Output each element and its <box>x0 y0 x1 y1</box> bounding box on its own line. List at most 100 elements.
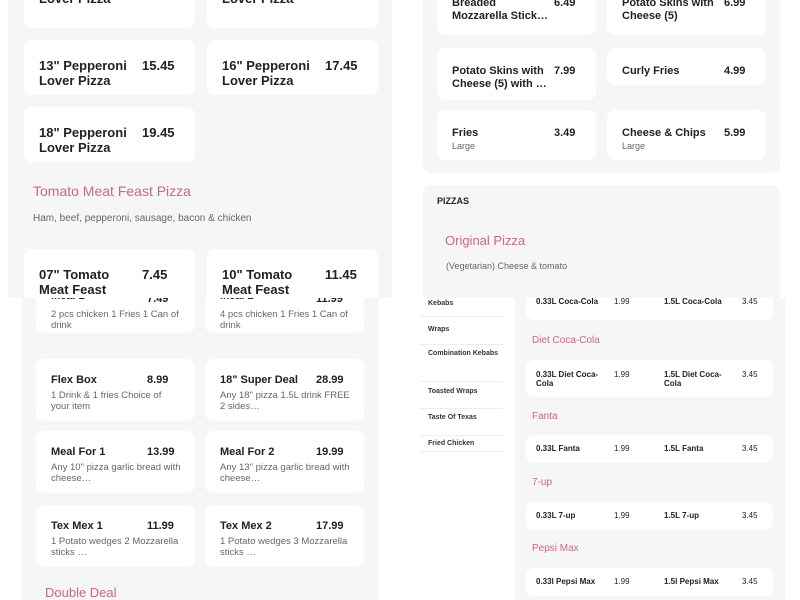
item-description: Large <box>622 141 646 151</box>
menu-item-card[interactable]: Tex Mex 1 11.99 1 Potato wedges 2 Mozzarel… <box>36 505 195 567</box>
pizza-menu-screenshot-1: Tomato Meat Feast Pizza Ham, beef, peppe… <box>0 0 400 298</box>
menu-item-card[interactable]: 1.5L Diet Coca-Cola 3.45 <box>654 360 773 397</box>
item-price: 7.49 <box>147 298 169 305</box>
menu-item-card[interactable]: Potato Skins with Cheese (5) 6.99 <box>607 0 766 35</box>
menu-item-card[interactable]: 1.5l Pepsi Max 3.45 <box>654 568 773 596</box>
item-price: 1.99 <box>614 511 630 520</box>
drink-section-title: 7-up <box>532 477 553 488</box>
sidebar-category-item[interactable]: Toasted Wraps <box>420 382 503 409</box>
sidebar-category-item[interactable]: Fried Chicken <box>420 434 503 452</box>
item-price: 6.99 <box>724 0 746 9</box>
menu-item-card[interactable]: 16" Pepperoni Lover Pizza 17.45 <box>207 40 378 95</box>
item-description: 2 pcs chicken 1 Fries 1 Can of drink <box>51 309 179 332</box>
item-name: 16" Pepperoni Lover Pizza <box>222 58 310 89</box>
menu-item-card[interactable]: 07" Tomato Meat Feast Pizza 7.45 <box>24 249 195 298</box>
menu-item-card[interactable]: Meal 2 11.99 4 pcs chicken 1 Fries 1 Can o… <box>205 298 364 333</box>
sidebar-category-item[interactable]: Wraps <box>420 320 503 345</box>
item-name: 1.5L 7-up <box>664 511 699 520</box>
pizzas-panel <box>423 185 780 298</box>
section-title: Double Deal <box>45 585 117 600</box>
menu-item-card[interactable]: Fries 3.49 Large <box>437 110 596 160</box>
item-price: 13.99 <box>147 446 175 458</box>
item-price: 7.99 <box>554 65 576 77</box>
sidebar-category-item[interactable]: Combination Kebabs <box>420 348 503 382</box>
item-name: Fries <box>452 127 479 139</box>
item-price: 3.45 <box>742 298 758 306</box>
item-name: Lover Pizza <box>39 0 138 6</box>
item-name: 07" Tomato Meat Feast Pizza <box>39 267 110 298</box>
item-description: Any 13" pizza garlic bread with cheese… <box>220 462 350 485</box>
item-name: Breaded Mozzarella Stick… <box>452 0 548 22</box>
item-name: Potato Skins with Cheese (5) <box>622 0 714 22</box>
item-description: 1 Drink & 1 fries Choice of your item <box>51 390 162 413</box>
item-name: 10" Tomato Meat Feast Pizza <box>222 267 293 298</box>
menu-item-card[interactable]: Lover Pizza <box>207 0 378 28</box>
section-description: (Vegetarian) Cheese & tomato <box>446 261 568 271</box>
item-price: 3.49 <box>554 127 576 139</box>
pizza-menu-screenshot-2: PIZZAS Original Pizza (Vegetarian) Chees… <box>400 0 800 298</box>
item-name: 1.5l Pepsi Max <box>664 577 719 586</box>
menu-item-card[interactable]: Meal For 2 19.99 Any 13" pizza garlic brea… <box>205 431 364 493</box>
sidebar-category-item[interactable]: Kebabs <box>420 298 503 317</box>
item-name: 0.33l Pepsi Max <box>536 577 596 586</box>
item-price: 19.45 <box>142 125 175 140</box>
item-description: Large <box>452 141 476 151</box>
item-price: 11.45 <box>325 267 357 282</box>
item-price: 11.99 <box>147 520 174 532</box>
item-name: 18" Super Deal <box>220 374 298 386</box>
menu-item-card[interactable]: 1.5L Coca-Cola 3.45 <box>654 298 773 320</box>
item-price: 1.99 <box>614 370 630 379</box>
sidebar-item-label: Combination Kebabs <box>428 350 499 357</box>
item-price: 3.45 <box>742 577 758 586</box>
menu-item-card[interactable]: Tex Mex 2 17.99 1 Potato wedges 3 Mozzarel… <box>205 505 364 567</box>
item-description: Any 18" pizza 1.5L drink FREE 2 sides… <box>220 390 350 413</box>
menu-item-card[interactable]: Breaded Mozzarella Stick… 6.49 <box>437 0 596 35</box>
item-name: Meal 1 <box>51 298 143 303</box>
category-sidebar: Kebabs Wraps Combination Kebabs Toasted Wra… <box>420 298 503 600</box>
item-price: 15.45 <box>142 58 175 73</box>
menu-item-card[interactable]: Cheese & Chips 5.99 Large <box>607 110 766 160</box>
menu-item-card[interactable]: 18" Pepperoni Lover Pizza 19.45 <box>24 107 195 162</box>
item-price: 1.99 <box>614 577 630 586</box>
drinks-menu-screenshot: Kebabs Wraps Combination Kebabs Toasted Wra… <box>410 298 800 600</box>
section-title: Original Pizza <box>445 233 526 248</box>
item-price: 4.99 <box>724 65 746 77</box>
menu-item-card[interactable]: Meal For 1 13.99 Any 10" pizza garlic brea… <box>36 431 195 493</box>
menu-item-card[interactable]: 1.5L 7-up 3.45 <box>654 502 773 530</box>
menu-item-card[interactable]: Lover Pizza <box>24 0 195 28</box>
item-description: 1 Potato wedges 2 Mozzarella sticks … <box>51 536 179 559</box>
item-price: 19.99 <box>316 446 344 458</box>
item-price: 17.99 <box>316 520 344 532</box>
item-name: 1.5L Coca-Cola <box>664 298 722 306</box>
sidebar-item-label: Wraps <box>428 326 450 333</box>
item-name: Meal For 1 <box>51 446 106 458</box>
item-price: 1.99 <box>614 298 630 306</box>
item-name: 1.5L Diet Coca-Cola <box>664 370 722 389</box>
menu-item-card[interactable]: Flex Box 8.99 1 Drink & 1 fries Choice of … <box>36 359 195 421</box>
item-name: 18" Pepperoni Lover Pizza <box>39 125 127 156</box>
sidebar-category-item[interactable]: Taste Of Texas <box>420 408 503 436</box>
item-price: 8.99 <box>147 374 169 386</box>
menu-item-card[interactable]: 18" Super Deal 28.99 Any 18" pizza 1.5L dr… <box>205 359 364 421</box>
menu-item-card[interactable]: 10" Tomato Meat Feast Pizza 11.45 <box>207 249 378 298</box>
item-price: 11.99 <box>316 298 343 305</box>
menu-item-card[interactable]: Potato Skins with Cheese (5) with … 7.99 <box>437 48 596 100</box>
item-name: Tex Mex 2 <box>220 520 272 532</box>
item-name: 0.33L Diet Coca-Cola <box>536 370 599 389</box>
item-name: 0.33L Fanta <box>536 444 580 453</box>
item-description: 1 Potato wedges 3 Mozzarella sticks … <box>220 536 348 559</box>
menu-item-card[interactable]: 13" Pepperoni Lover Pizza 15.45 <box>24 40 195 95</box>
item-name: Curly Fries <box>622 65 680 77</box>
item-price: 17.45 <box>325 58 358 73</box>
item-price: 3.45 <box>742 370 758 379</box>
menu-item-card[interactable]: Curly Fries 4.99 <box>607 48 766 85</box>
menu-item-card[interactable]: 1.5L Fanta 3.45 <box>654 435 773 463</box>
item-name: 13" Pepperoni Lover Pizza <box>39 58 127 89</box>
menu-item-card[interactable]: Meal 1 7.49 2 pcs chicken 1 Fries 1 Can of… <box>36 298 195 333</box>
item-name: Meal 2 <box>220 298 312 303</box>
drink-section-title: Fanta <box>532 411 558 422</box>
item-price: 6.49 <box>554 0 576 9</box>
item-name: Meal For 2 <box>220 446 275 458</box>
sidebar-item-label: Taste Of Texas <box>428 414 477 421</box>
item-name: 0.33L Coca-Cola <box>536 298 599 306</box>
